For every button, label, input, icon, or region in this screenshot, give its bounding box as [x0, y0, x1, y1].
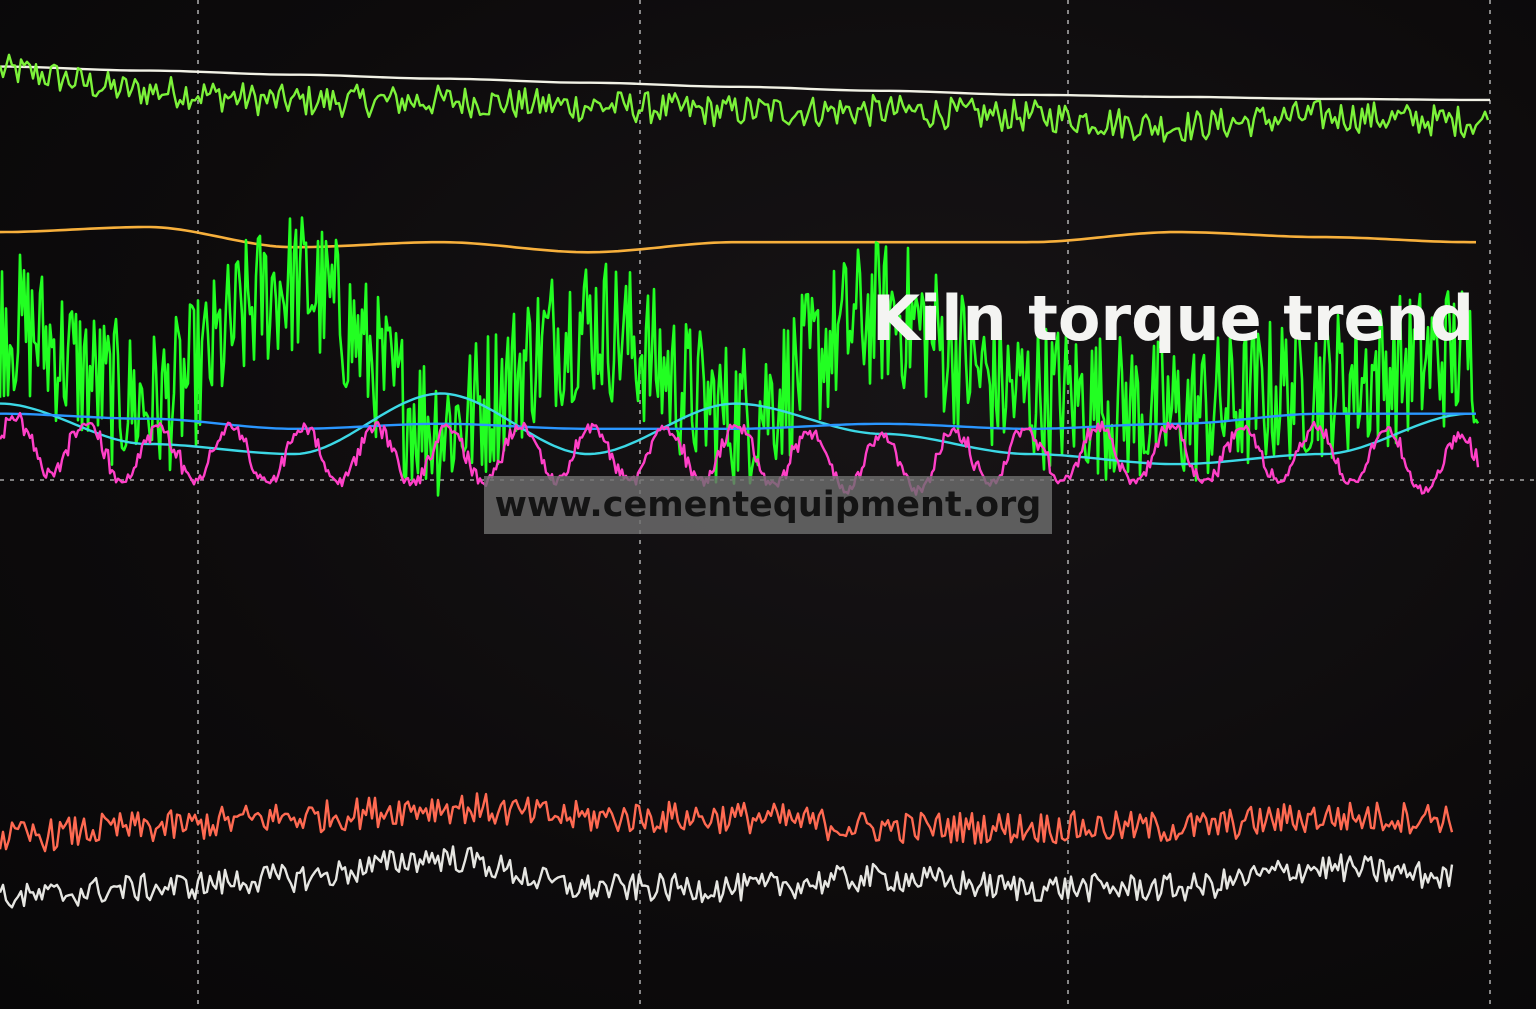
series-line: [0, 792, 1454, 853]
watermark-text: www.cementequipment.org: [494, 485, 1042, 525]
series-line: [0, 845, 1454, 909]
series-line: [0, 216, 1480, 497]
series-line: [0, 65, 1490, 102]
chart-title-overlay: Kiln torque trend: [872, 282, 1475, 355]
series-line: [0, 225, 1476, 254]
series-line: [0, 392, 1475, 466]
series-line: [0, 411, 1480, 496]
watermark-box: www.cementequipment.org: [484, 476, 1052, 534]
series-line: [0, 412, 1476, 430]
series-line: [0, 53, 1490, 143]
series-layer: [0, 53, 1490, 909]
